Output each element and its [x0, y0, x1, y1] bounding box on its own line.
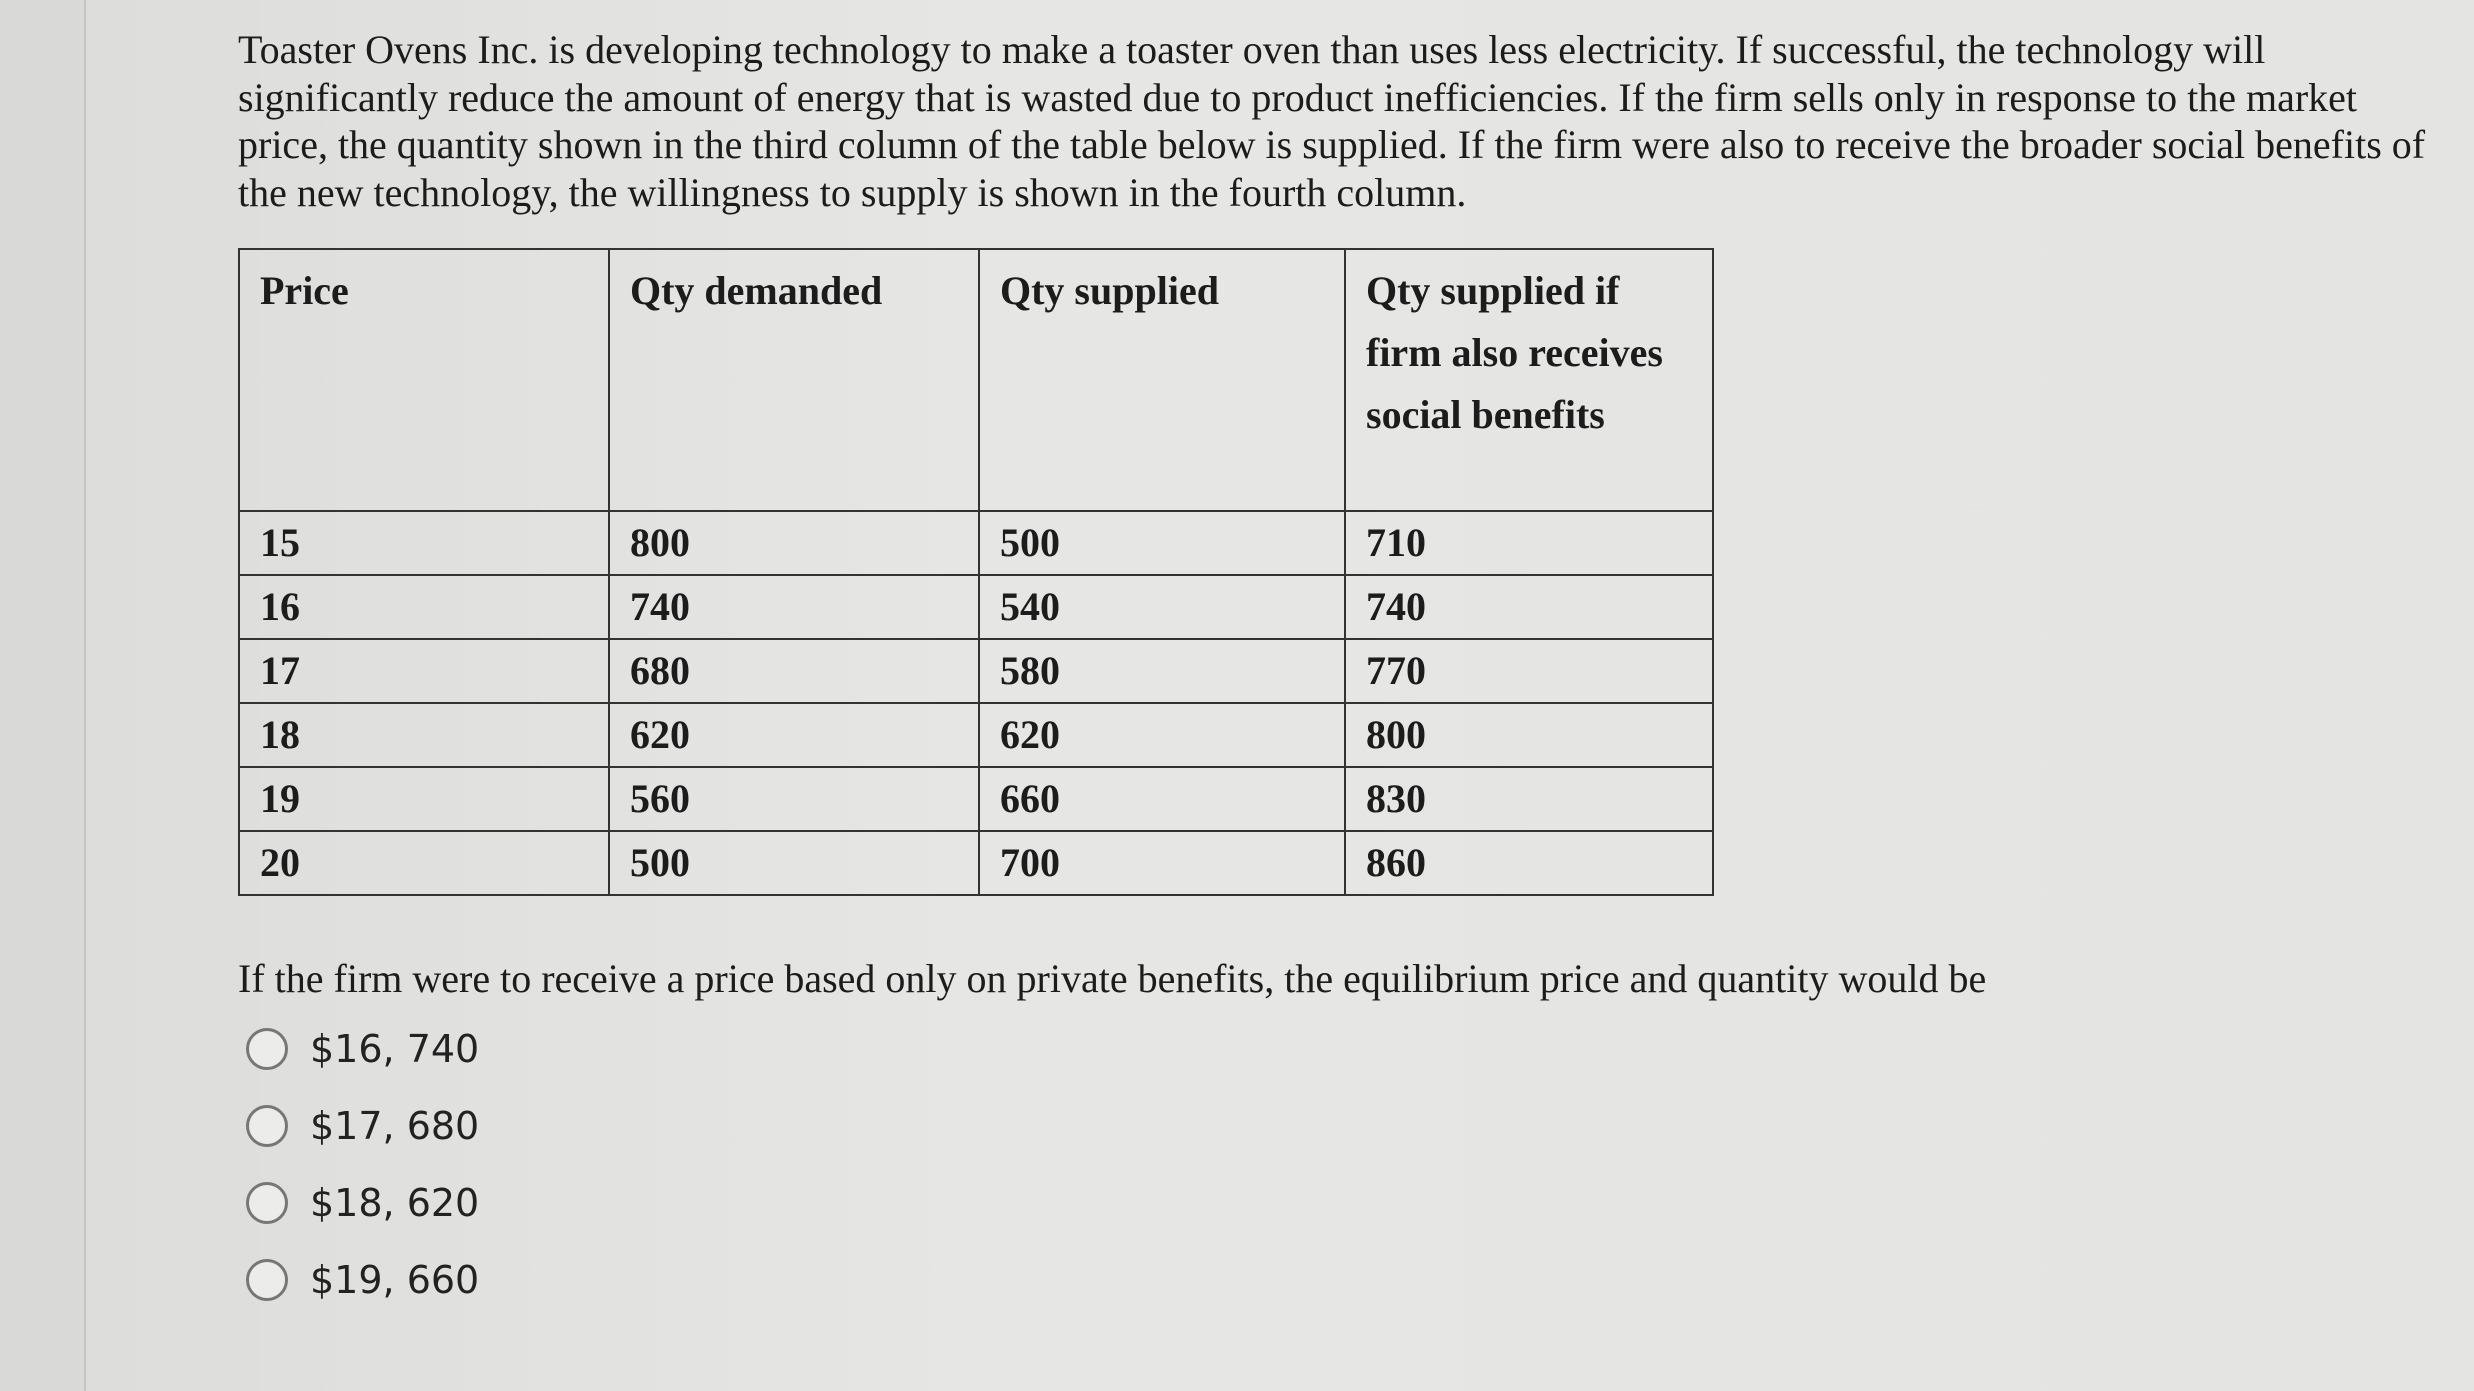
table-cell: 16	[238, 574, 610, 640]
table-cell: 740	[608, 574, 980, 640]
radio-button[interactable]	[246, 1182, 288, 1224]
table-cell: 540	[978, 574, 1346, 640]
option-1[interactable]: $16, 740	[246, 1027, 479, 1071]
table-cell: 20	[238, 830, 610, 896]
table-cell: 710	[1344, 510, 1714, 576]
table-cell: 17	[238, 638, 610, 704]
table-cell: 770	[1344, 638, 1714, 704]
radio-button[interactable]	[246, 1028, 288, 1070]
table-cell: 740	[1344, 574, 1714, 640]
option-label: $17, 680	[310, 1104, 480, 1148]
table-row: 20 500 700 860	[238, 830, 1714, 896]
radio-button[interactable]	[246, 1105, 288, 1147]
question-intro: Toaster Ovens Inc. is developing technol…	[238, 27, 2426, 215]
header-qty-supplied-social: Qty supplied if firm also receives socia…	[1344, 248, 1714, 512]
option-label: $18, 620	[310, 1181, 480, 1225]
header-price: Price	[238, 248, 610, 512]
header-qty-demanded: Qty demanded	[608, 248, 980, 512]
table-cell: 800	[1344, 702, 1714, 768]
table-cell: 700	[978, 830, 1346, 896]
header-qty-supplied: Qty supplied	[978, 248, 1346, 512]
option-2[interactable]: $17, 680	[246, 1104, 479, 1148]
table-row: 18 620 620 800	[238, 702, 1714, 768]
option-4[interactable]: $19, 660	[246, 1258, 479, 1302]
table-row: 19 560 660 830	[238, 766, 1714, 832]
table-cell: 15	[238, 510, 610, 576]
table-cell: 860	[1344, 830, 1714, 896]
radio-button[interactable]	[246, 1259, 288, 1301]
table-row: 15 800 500 710	[238, 510, 1714, 576]
table-cell: 800	[608, 510, 980, 576]
table-cell: 18	[238, 702, 610, 768]
table-cell: 620	[978, 702, 1346, 768]
table-cell: 660	[978, 766, 1346, 832]
table-cell: 680	[608, 638, 980, 704]
table-cell: 580	[978, 638, 1346, 704]
table-cell: 500	[608, 830, 980, 896]
table-header-row: Price Qty demanded Qty supplied Qty supp…	[238, 248, 1714, 512]
question-text: If the firm were to receive a price base…	[238, 956, 1987, 1001]
table-cell: 830	[1344, 766, 1714, 832]
option-label: $16, 740	[310, 1027, 480, 1071]
supply-demand-table: Price Qty demanded Qty supplied Qty supp…	[238, 248, 1714, 896]
table-cell: 560	[608, 766, 980, 832]
left-sidebar	[0, 0, 86, 1391]
table-row: 16 740 540 740	[238, 574, 1714, 640]
option-3[interactable]: $18, 620	[246, 1181, 479, 1225]
option-label: $19, 660	[310, 1258, 480, 1302]
table-cell: 500	[978, 510, 1346, 576]
table-row: 17 680 580 770	[238, 638, 1714, 704]
table-cell: 19	[238, 766, 610, 832]
table-cell: 620	[608, 702, 980, 768]
